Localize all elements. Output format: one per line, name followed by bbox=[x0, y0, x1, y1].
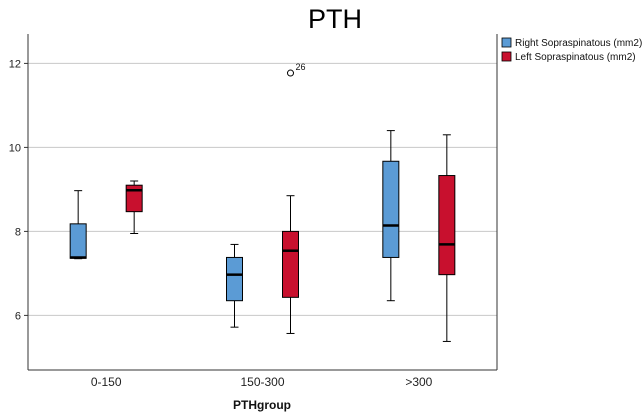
box-left-2 bbox=[438, 134, 456, 342]
chart-title: PTH bbox=[308, 4, 362, 34]
box-iqr bbox=[125, 184, 143, 213]
x-axis-label: PTHgroup bbox=[233, 398, 291, 412]
outlier-point bbox=[287, 69, 294, 77]
box-left-1 bbox=[282, 195, 299, 334]
box-iqr bbox=[226, 256, 243, 302]
x-axis-categories: 0-150 150-300 >300 bbox=[91, 375, 433, 389]
outliers-layer: 26 bbox=[287, 62, 306, 77]
box-right-1 bbox=[226, 243, 243, 328]
x-category-label: 0-150 bbox=[91, 375, 122, 389]
gridlines bbox=[28, 62, 497, 316]
x-category-label: >300 bbox=[405, 375, 432, 389]
y-tick-label: 8 bbox=[15, 226, 21, 238]
box-iqr bbox=[438, 175, 456, 276]
legend-label: Right Sopraspinatous (mm2) bbox=[515, 38, 642, 49]
y-tick-label: 10 bbox=[9, 142, 21, 154]
box-left-0 bbox=[125, 180, 143, 234]
outlier-label: 26 bbox=[296, 62, 306, 72]
box-right-0 bbox=[69, 190, 87, 260]
y-tick-label: 6 bbox=[15, 310, 21, 322]
box-iqr bbox=[69, 223, 87, 259]
box-iqr bbox=[382, 160, 400, 258]
x-category-label: 150-300 bbox=[240, 375, 284, 389]
legend-swatch bbox=[501, 37, 512, 48]
box-right-2 bbox=[382, 130, 400, 302]
legend-swatch bbox=[501, 51, 512, 62]
legend: Right Sopraspinatous (mm2) Left Sopraspin… bbox=[501, 37, 642, 63]
box-iqr bbox=[282, 230, 299, 298]
y-tick-label: 12 bbox=[9, 58, 21, 70]
y-axis-ticks: 6 8 10 12 bbox=[9, 58, 28, 322]
boxes-layer bbox=[69, 130, 456, 342]
legend-label: Left Sopraspinatous (mm2) bbox=[515, 52, 636, 63]
